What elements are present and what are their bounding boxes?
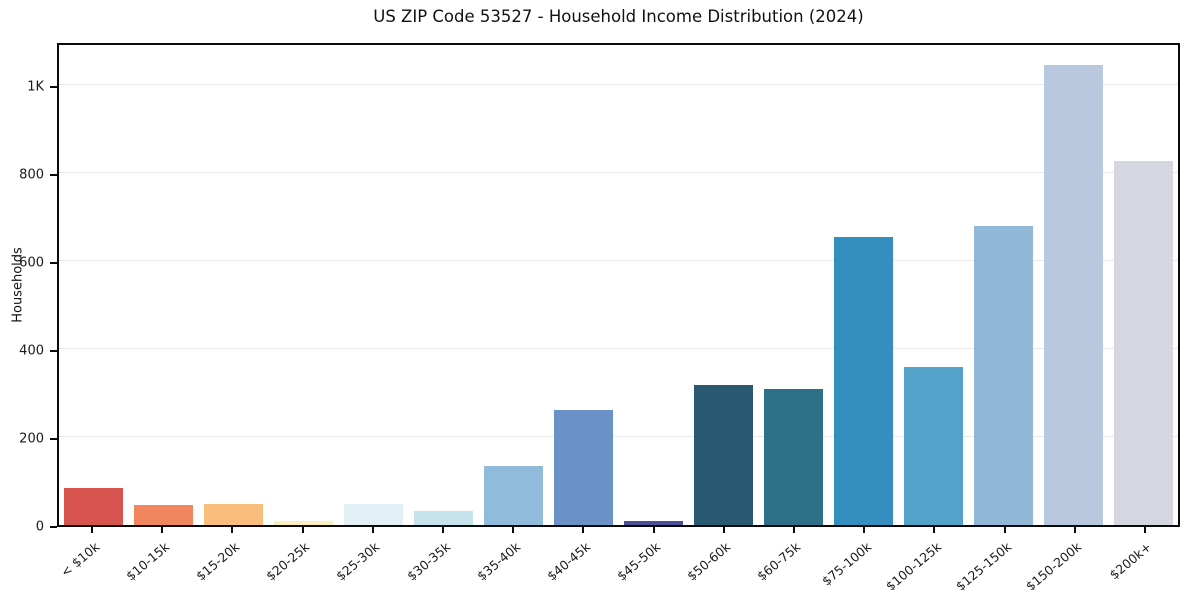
y-tick-mark — [50, 174, 57, 176]
x-tick-label: $10-15k — [122, 539, 172, 584]
x-axis-slot: $35-40k — [474, 527, 548, 587]
x-tick-label: $20-25k — [263, 539, 313, 584]
x-axis-slot: $10-15k — [123, 527, 197, 587]
x-tick-label: $35-40k — [473, 539, 523, 584]
bar-slot — [269, 45, 339, 525]
bar-< $10k — [64, 487, 124, 525]
x-axis-slot: $100-125k — [883, 527, 969, 590]
y-tick-mark — [50, 262, 57, 264]
x-tick-label: $50-60k — [684, 539, 734, 584]
x-tick-mark — [863, 527, 866, 533]
chart-title: US ZIP Code 53527 - Household Income Dis… — [373, 7, 864, 26]
x-tick-label: $200k+ — [1106, 539, 1155, 583]
bar-slot — [479, 45, 549, 525]
x-tick-mark — [1143, 527, 1146, 533]
bar-slot — [1038, 45, 1108, 525]
x-tick-mark — [582, 527, 585, 533]
x-axis-slot: $40-45k — [544, 527, 618, 587]
bar-slot — [549, 45, 619, 525]
y-tick-mark — [50, 526, 57, 528]
bar-$35-40k — [484, 465, 544, 525]
x-tick-mark — [1003, 527, 1006, 533]
y-tick-mark — [50, 438, 57, 440]
x-tick-mark — [722, 527, 725, 533]
bar-$15-20k — [204, 503, 264, 525]
x-axis-slot: $200k+ — [1106, 527, 1180, 587]
x-axis-slot: $75-100k — [819, 527, 899, 589]
x-axis-slot: $60-75k — [755, 527, 829, 587]
bar-slot — [828, 45, 898, 525]
plot-area — [57, 43, 1180, 527]
x-axis-slot: $15-20k — [193, 527, 267, 587]
bar-slot — [1108, 45, 1178, 525]
x-tick-mark — [91, 527, 94, 533]
gridline — [59, 172, 1178, 173]
bar-slot — [199, 45, 269, 525]
x-axis: < $10k $10-15k $15-20k $20-25k $25-30k $30-35… — [57, 527, 1180, 590]
x-tick-mark — [301, 527, 304, 533]
x-tick-label: $25-30k — [333, 539, 383, 584]
bar-$100-125k — [903, 366, 963, 525]
y-tick-mark — [50, 86, 57, 88]
y-tick-label: 1K — [27, 79, 44, 95]
x-axis-slot: $45-50k — [614, 527, 689, 587]
bar-$60-75k — [763, 388, 823, 525]
x-tick-label: $60-75k — [754, 539, 804, 584]
gridline — [59, 348, 1178, 349]
bar-slot — [339, 45, 409, 525]
x-axis-slot: $150-200k — [1023, 527, 1110, 590]
bar-$20-25k — [274, 520, 334, 525]
x-axis-slot: < $10k — [57, 527, 127, 587]
bar-slot — [409, 45, 479, 525]
gridline — [59, 436, 1178, 437]
x-axis-slot: $30-35k — [404, 527, 478, 587]
x-tick-label: < $10k — [57, 539, 102, 580]
bar-$125-150k — [973, 225, 1033, 525]
x-tick-mark — [161, 527, 164, 533]
bar-slot — [129, 45, 199, 525]
bar-slot — [898, 45, 968, 525]
bar-slot — [688, 45, 758, 525]
y-axis: 0 200 400 600 800 1K — [0, 43, 57, 535]
x-tick-label: $40-45k — [543, 539, 594, 584]
bar-$50-60k — [693, 385, 753, 525]
x-axis-slot: $125-150k — [953, 527, 1039, 590]
x-tick-mark — [231, 527, 234, 533]
bar-$150-200k — [1043, 65, 1103, 525]
x-tick-label: $15-20k — [193, 539, 243, 584]
y-tick-label: 800 — [19, 167, 44, 183]
bar-$200k+ — [1113, 161, 1173, 525]
y-tick-label: 200 — [19, 431, 44, 447]
y-tick-mark — [50, 350, 57, 352]
x-tick-mark — [792, 527, 795, 533]
bar-$30-35k — [414, 510, 474, 525]
y-tick-label: 0 — [35, 519, 44, 535]
x-axis-slot: $20-25k — [263, 527, 338, 587]
x-tick-mark — [652, 527, 655, 533]
bar-slot — [619, 45, 689, 525]
bar-slot — [59, 45, 129, 525]
x-tick-label: $45-50k — [614, 539, 664, 584]
x-tick-mark — [1073, 527, 1076, 533]
gridline — [59, 84, 1178, 85]
bars-container — [59, 45, 1178, 525]
x-tick-mark — [442, 527, 445, 533]
x-tick-mark — [933, 527, 936, 533]
y-tick-label: 600 — [19, 255, 44, 271]
x-tick-mark — [512, 527, 515, 533]
x-axis-slot: $50-60k — [684, 527, 759, 587]
bar-$45-50k — [623, 521, 683, 525]
x-tick-label: $30-35k — [403, 539, 453, 584]
y-tick-label: 400 — [19, 343, 44, 359]
bar-$40-45k — [554, 409, 614, 525]
x-tick-mark — [371, 527, 374, 533]
bar-$75-100k — [833, 236, 893, 525]
gridline — [59, 260, 1178, 261]
bar-slot — [968, 45, 1038, 525]
x-axis-slot: $25-30k — [333, 527, 408, 587]
bar-slot — [758, 45, 828, 525]
bar-$10-15k — [134, 505, 194, 525]
bar-$25-30k — [344, 503, 404, 525]
